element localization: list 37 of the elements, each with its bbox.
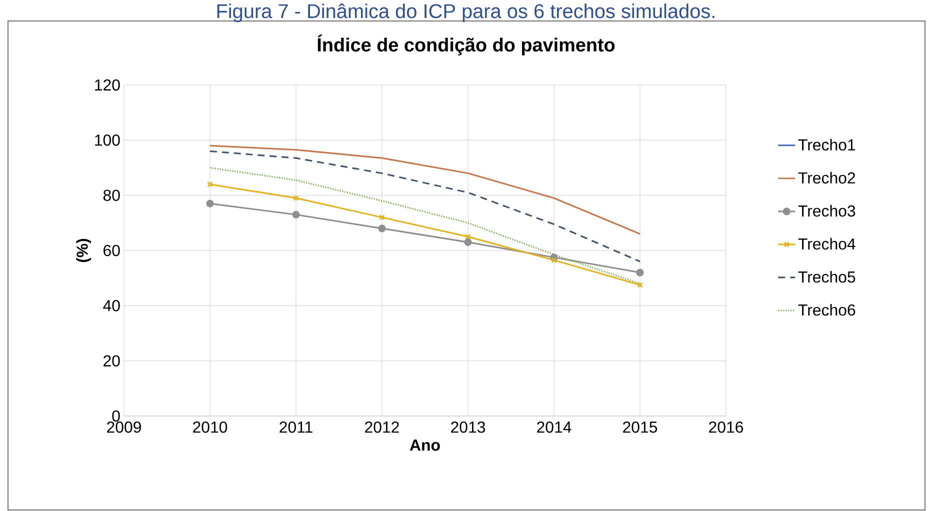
y-tick-label: 80 [103,190,120,201]
legend-label: Trecho3 [798,204,856,217]
x-tick-label: 2012 [365,422,399,433]
x-tick-label: 2009 [107,422,141,433]
text: Figura 7 - Dinâmica do ICP para os 6 trechos simulados. [217,4,714,22]
y-axis-title: (%) [76,238,92,262]
x-tick-label: 2014 [537,422,572,433]
point [636,268,644,276]
point [206,200,214,208]
line-series [209,150,641,262]
legend-label: Trecho4 [798,238,856,250]
point [292,210,300,218]
line-series [209,166,641,284]
y-tick-label: 100 [95,134,120,146]
y-tick-label: 40 [103,300,120,312]
point [293,195,299,202]
x-tick-label: 2010 [193,422,228,433]
x-tick-label: 2013 [451,422,486,433]
x-tick-label: 2011 [280,422,312,433]
legend-label: Trecho5 [798,270,856,283]
point [379,214,385,220]
legend-label: Trecho6 [798,304,856,316]
point [551,257,557,264]
x-axis-title: Ano [410,440,440,451]
line-series [209,144,641,235]
chart-title: Índice de condição do pavimento [318,34,615,56]
legend-label: Trecho1 [798,138,856,151]
legend-label: Trecho2 [798,172,856,184]
point [465,234,471,240]
y-tick-label: 120 [95,79,120,91]
point [378,224,386,232]
y-tick-label: 20 [104,355,120,366]
y-tick-label: 0 [112,410,120,422]
y-tick-label: 60 [104,244,120,256]
x-tick-label: 2015 [623,422,658,433]
x-tick-label: 2016 [709,422,744,433]
point [464,238,472,246]
